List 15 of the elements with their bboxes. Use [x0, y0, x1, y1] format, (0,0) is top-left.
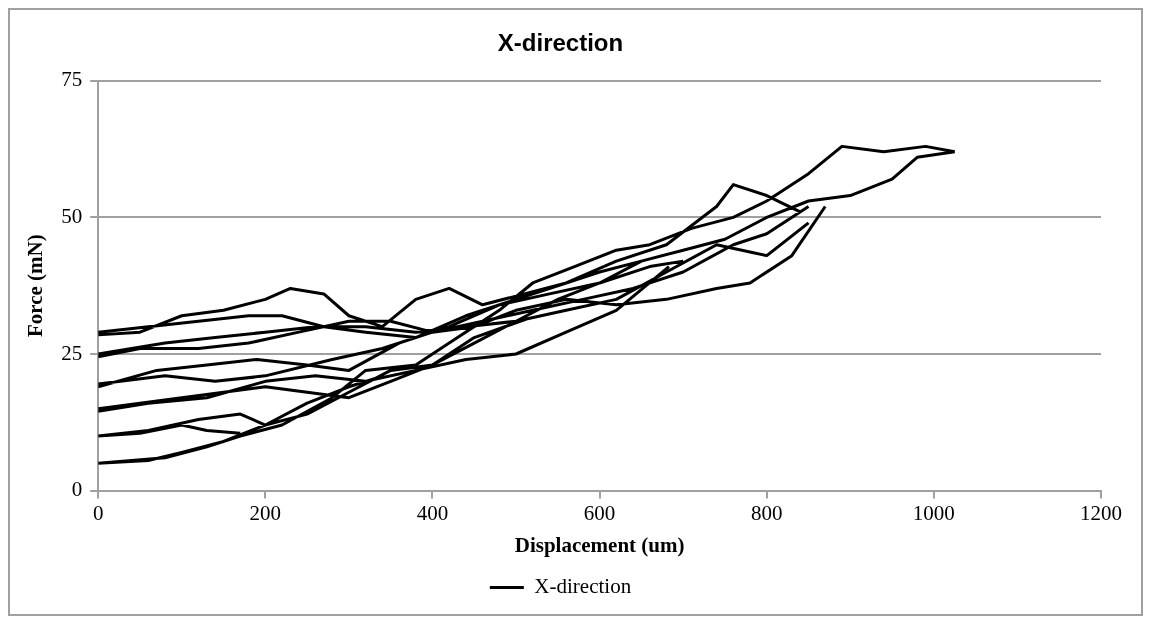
- x-tick-label: 800: [750, 500, 783, 525]
- y-tick-label: 0: [71, 477, 83, 502]
- x-axis-title: Displacement (um): [514, 532, 685, 557]
- x-tick-label: 400: [416, 500, 449, 525]
- y-tick-label: 50: [61, 203, 83, 228]
- y-axis-title: Force (mN): [23, 234, 48, 338]
- x-tick-label: 200: [249, 500, 282, 525]
- y-tick-label: 25: [61, 340, 83, 365]
- legend-label: X-direction: [534, 574, 632, 599]
- x-tick-label: 600: [583, 500, 616, 525]
- x-tick-label: 1200: [1080, 500, 1122, 525]
- x-tick-label: 0: [92, 500, 104, 525]
- chart-title: X-direction: [497, 29, 624, 57]
- x-tick-label: 1000: [912, 500, 955, 525]
- y-tick-label: 75: [61, 67, 83, 92]
